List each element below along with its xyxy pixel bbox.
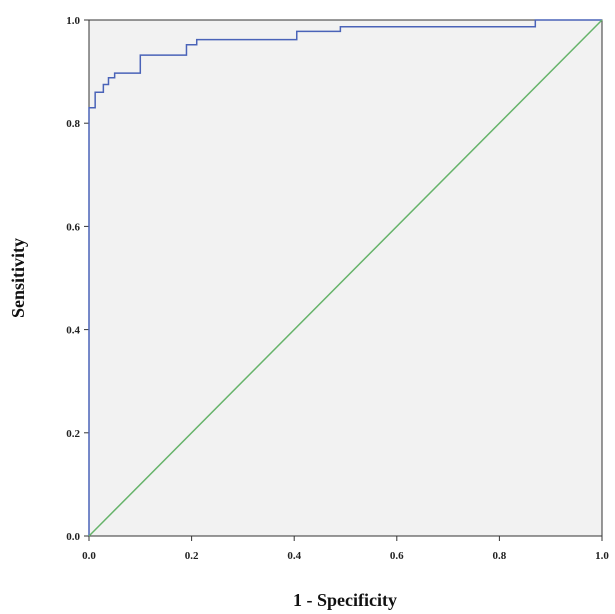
y-tick-label: 0.2 bbox=[66, 428, 80, 440]
x-tick-label: 0.0 bbox=[82, 550, 96, 562]
y-tick-label: 0.6 bbox=[66, 221, 80, 233]
x-tick-label: 0.4 bbox=[287, 550, 301, 562]
reference-diagonal-line bbox=[88, 19, 603, 537]
x-tick-label: 0.6 bbox=[390, 550, 404, 562]
x-tick-label: 1.0 bbox=[595, 550, 609, 562]
axis-layer: 0.0 0.2 0.4 0.6 0.8 1.0 0.0 0.2 0.4 0.6 0.8 1.0 bbox=[66, 15, 609, 562]
y-tick-label: 0.8 bbox=[66, 118, 80, 130]
y-tick-label: 0.0 bbox=[66, 531, 80, 543]
y-tick-label: 0.4 bbox=[66, 325, 80, 337]
y-axis-title: Sensitivity bbox=[8, 238, 28, 318]
x-tick-label: 0.8 bbox=[493, 550, 507, 562]
x-tick-label: 0.2 bbox=[185, 550, 199, 562]
roc-curve-line bbox=[88, 19, 602, 536]
x-axis-title: 1 - Specificity bbox=[293, 590, 397, 610]
series-layer bbox=[88, 19, 603, 537]
y-tick-label: 1.0 bbox=[66, 15, 80, 27]
